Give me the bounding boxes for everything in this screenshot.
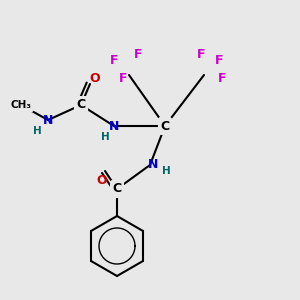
Text: F: F — [218, 71, 226, 85]
Text: F: F — [134, 47, 142, 61]
Text: H: H — [33, 125, 42, 136]
Text: F: F — [197, 47, 205, 61]
Text: C: C — [160, 119, 169, 133]
Text: F: F — [119, 71, 127, 85]
Text: N: N — [109, 119, 119, 133]
Text: H: H — [162, 166, 171, 176]
Text: CH₃: CH₃ — [11, 100, 32, 110]
Text: N: N — [148, 158, 158, 172]
Text: F: F — [110, 53, 118, 67]
Text: C: C — [76, 98, 85, 112]
Text: O: O — [89, 71, 100, 85]
Text: F: F — [215, 53, 223, 67]
Text: N: N — [43, 113, 53, 127]
Text: H: H — [100, 131, 109, 142]
Text: O: O — [97, 173, 107, 187]
Text: C: C — [112, 182, 122, 196]
